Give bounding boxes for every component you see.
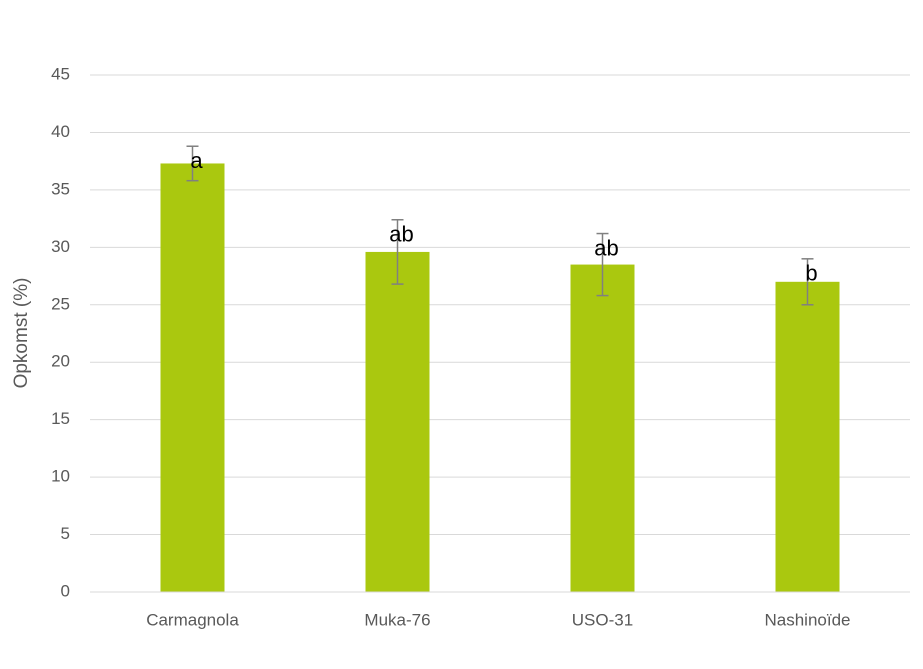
y-tick-label: 45 bbox=[51, 64, 70, 83]
y-tick-label: 0 bbox=[61, 581, 70, 600]
x-tick-label: Carmagnola bbox=[146, 610, 239, 629]
y-tick-label: 10 bbox=[51, 467, 70, 486]
significance-letter: ab bbox=[594, 235, 618, 260]
x-tick-label: Muka-76 bbox=[364, 610, 430, 629]
y-tick-label: 25 bbox=[51, 294, 70, 313]
y-tick-label: 15 bbox=[51, 409, 70, 428]
bar bbox=[775, 281, 840, 592]
y-tick-label: 40 bbox=[51, 122, 70, 141]
y-axis-title: Opkomst (%) bbox=[11, 278, 32, 389]
significance-letter: b bbox=[805, 261, 817, 286]
significance-letter: a bbox=[190, 148, 203, 173]
bar bbox=[365, 251, 430, 592]
significance-letter: ab bbox=[389, 222, 413, 247]
y-tick-label: 20 bbox=[51, 352, 70, 371]
bar bbox=[570, 264, 635, 592]
y-tick-label: 30 bbox=[51, 237, 70, 256]
y-tick-label: 5 bbox=[61, 524, 70, 543]
x-tick-label: Nashinoïde bbox=[764, 610, 850, 629]
y-tick-label: 35 bbox=[51, 179, 70, 198]
x-tick-label: USO-31 bbox=[572, 610, 633, 629]
bar bbox=[160, 163, 225, 592]
